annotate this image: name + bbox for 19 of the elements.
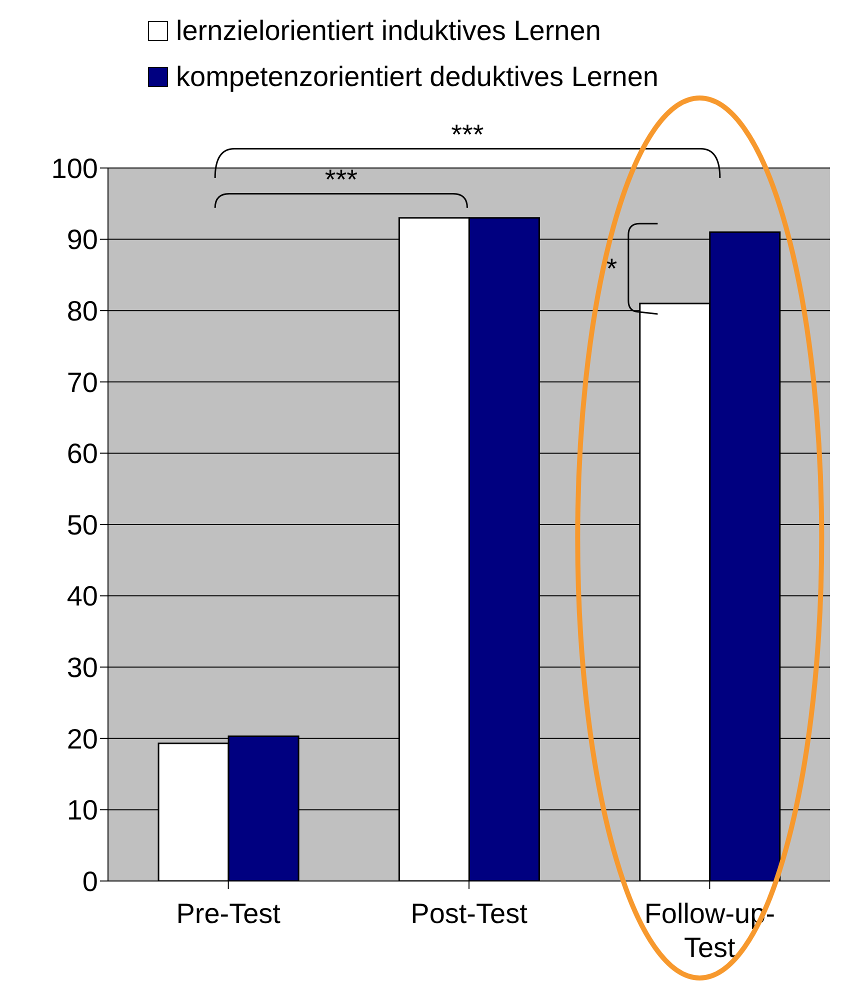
y-tick-label: 100 — [51, 152, 98, 184]
y-tick-label: 0 — [82, 866, 98, 897]
y-tick-label: 90 — [66, 224, 98, 256]
y-tick-label: 80 — [66, 296, 98, 327]
y-tick-label: 50 — [66, 509, 98, 540]
x-tick-label: Post-Test — [410, 898, 528, 929]
curly-bracket: *** — [214, 164, 468, 208]
annotation: * — [606, 252, 618, 284]
y-tick-label: 70 — [66, 366, 98, 398]
y-tick-label: 30 — [66, 652, 98, 684]
annotation: *** — [324, 164, 358, 195]
x-tick-label: Pre-Test — [176, 898, 281, 929]
y-tick-label: 10 — [66, 794, 98, 826]
legend-label: lernzielorientiert induktives Lernen — [176, 14, 601, 48]
y-tick-label: 20 — [66, 723, 98, 754]
y-tick-label: 40 — [66, 580, 98, 612]
legend-label: kompetenzorientiert deduktives Lernen — [176, 60, 659, 94]
curly-bracket: * — [606, 222, 658, 315]
y-tick-label: 60 — [66, 438, 98, 470]
